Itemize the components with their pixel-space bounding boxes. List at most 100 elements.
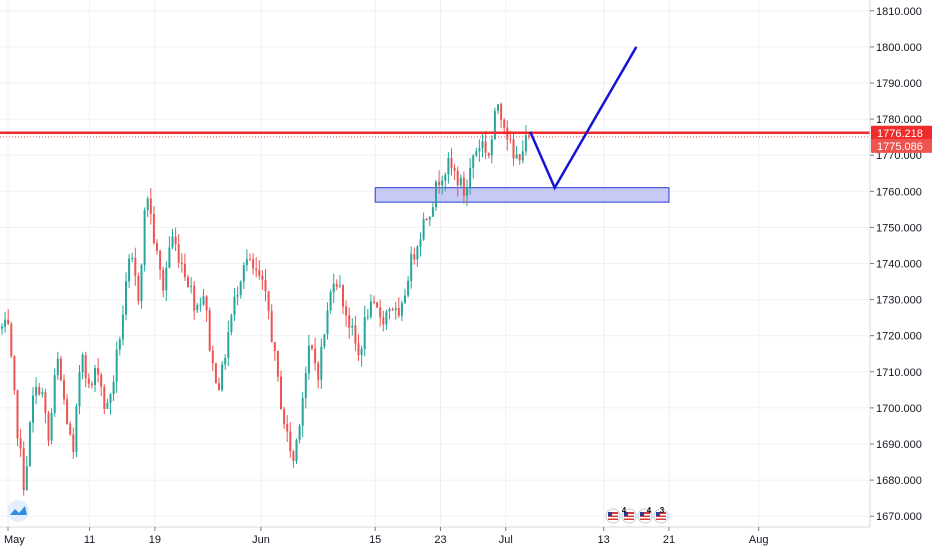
candle-body [168,247,171,268]
candle-body [245,259,248,266]
candle-body [261,275,264,280]
candle-body [382,317,385,325]
flag-stripes [656,512,666,520]
candle-body [354,325,357,344]
y-tick-label: 1750.000 [876,222,922,234]
candle-body [264,279,267,292]
price-lines [0,131,870,138]
candle-body [376,302,379,308]
tradingview-logo[interactable] [7,500,29,522]
y-tick-label: 1700.000 [876,403,922,415]
candle-body [7,319,10,325]
x-tick-label: Jun [252,534,270,546]
us-flag-icon[interactable] [621,508,637,524]
y-tick-label: 1760.000 [876,186,922,198]
x-axis: May 11 19 Jun 15 23 Jul 13 21 Aug [0,526,932,550]
flag-stripe-white [608,514,618,516]
candle-body [236,294,239,297]
candle-body [22,448,25,490]
flag-stripe-white [656,514,666,516]
candle-body [128,258,131,282]
candle-body [180,262,183,264]
candle-body [497,104,499,111]
candle-body [280,376,282,410]
candle-body [242,265,245,282]
x-axis-background [0,527,932,550]
candle-body [47,413,50,441]
candle-body [109,394,112,403]
candle-body [320,346,323,380]
x-tick-label: 19 [149,534,161,546]
candle-body [292,451,295,462]
candle-body [193,285,196,311]
event-count-badge: 4 [622,506,627,515]
y-tick-label: 1670.000 [876,511,922,523]
flag-canton [624,512,628,516]
candle-body [202,296,205,305]
candle-body [509,139,512,141]
candle-body [19,438,22,449]
candle-body [369,301,372,317]
candle-body [515,154,518,159]
candle-body [131,258,134,260]
candle-body [276,351,279,377]
x-tick-label: Aug [749,534,769,546]
candle-body [227,331,230,358]
x-tick-label: 11 [84,534,95,546]
y-axis: 1670.000 1680.000 1690.000 1700.000 1710.000… [869,0,932,550]
flag-canton [640,512,644,516]
candle-body [13,355,16,391]
candle-body [314,348,317,364]
candle-body [118,339,121,350]
candle-body [326,310,329,335]
candle-body [490,139,493,156]
candle-body [103,386,106,409]
candle-body [72,434,75,452]
candle-body [444,174,447,181]
candle-body [84,354,87,379]
candle-body [503,119,506,128]
candle-body [317,363,320,380]
last-price-tag [871,138,932,153]
candle-body [94,368,96,386]
candle-body [307,345,310,374]
support-zone-rect[interactable] [374,187,670,203]
candle-body [366,316,369,318]
candle-body [295,439,298,462]
us-flag-icon[interactable] [653,508,669,524]
candle-body [462,177,465,196]
flag-stripes [624,512,634,520]
support-zone[interactable] [374,187,670,203]
candle-body [472,155,475,169]
candle-body [416,246,419,260]
us-flag-icon[interactable] [637,508,653,524]
candle-body [208,310,211,351]
candle-body [342,285,344,307]
projection-path[interactable] [529,46,638,191]
candle-body [149,198,152,214]
y-tick-label: 1690.000 [876,439,922,451]
candle-body [435,181,437,208]
candle-body [524,135,527,152]
candle-body [431,207,434,217]
candle-body [289,431,292,452]
flag-canton [608,512,612,516]
candle-body [407,280,410,296]
projection-polyline[interactable] [529,46,638,191]
x-tick-label: 15 [369,534,381,546]
y-tick-label: 1780.000 [876,114,922,126]
y-axis-background [870,0,932,550]
candle-body [59,358,62,381]
y-tick-label: 1680.000 [876,475,922,487]
resistance-price-label: 1776.218 [877,128,923,140]
candle-body [450,157,453,168]
y-tick-label: 1770.000 [876,150,922,162]
candle-body [171,236,174,248]
candle-body [196,304,199,311]
flag-stripe-white [640,517,650,519]
us-flag-icon[interactable] [605,508,621,524]
candle-body [218,383,220,391]
candle-body [1,326,3,329]
